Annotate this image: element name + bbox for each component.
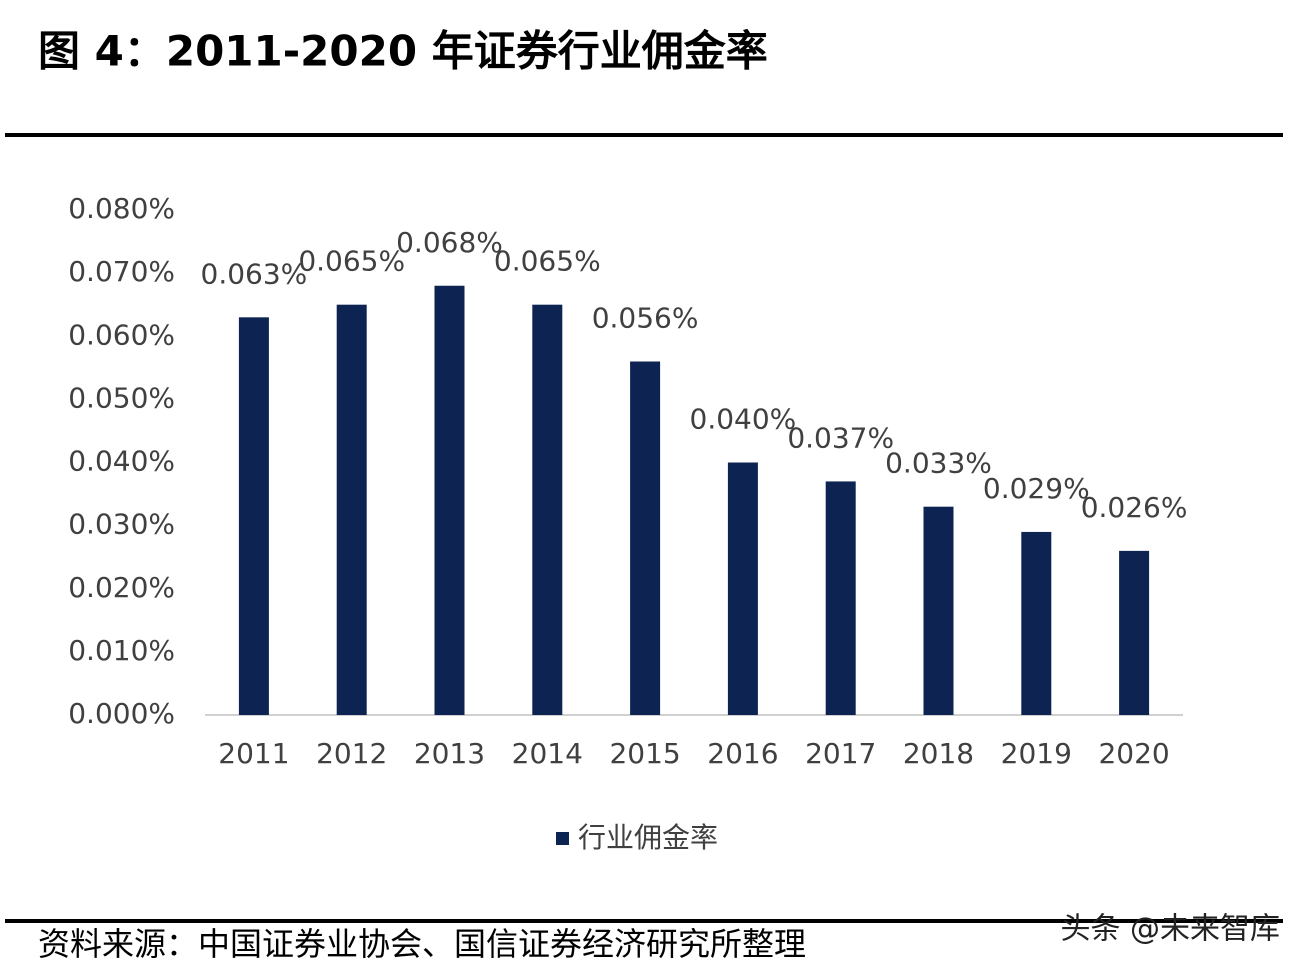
y-tick-label: 0.000% <box>68 697 175 730</box>
value-label: 0.037% <box>787 421 894 454</box>
x-tick-label: 2017 <box>805 737 876 770</box>
value-label: 0.065% <box>494 245 601 278</box>
bar <box>1119 550 1150 715</box>
value-label: 0.056% <box>592 302 699 335</box>
y-tick-label: 0.050% <box>68 381 175 414</box>
y-tick-label: 0.070% <box>68 255 175 288</box>
value-label: 0.026% <box>1081 491 1188 524</box>
y-tick-label: 0.030% <box>68 508 175 541</box>
y-tick-label: 0.040% <box>68 445 175 478</box>
bar <box>532 304 563 715</box>
legend-swatch <box>556 832 569 845</box>
y-tick-label: 0.080% <box>68 192 175 225</box>
bar <box>825 481 856 715</box>
x-tick-label: 2016 <box>707 737 778 770</box>
value-label: 0.033% <box>885 447 992 480</box>
value-label: 0.029% <box>983 472 1090 505</box>
bar <box>630 361 661 715</box>
y-tick-label: 0.060% <box>68 318 175 351</box>
legend-label: 行业佣金率 <box>578 821 718 854</box>
y-tick-label: 0.020% <box>68 571 175 604</box>
x-tick-label: 2011 <box>218 737 289 770</box>
bar <box>434 285 465 715</box>
x-tick-label: 2013 <box>414 737 485 770</box>
x-tick-label: 2020 <box>1098 737 1169 770</box>
bar <box>1021 531 1052 715</box>
x-tick-label: 2018 <box>903 737 974 770</box>
x-tick-label: 2015 <box>609 737 680 770</box>
source: 资料来源：中国证券业协会、国信证券经济研究所整理 <box>38 925 806 963</box>
value-label: 0.063% <box>201 257 308 290</box>
value-label: 0.068% <box>396 226 503 259</box>
value-label: 0.040% <box>690 403 797 436</box>
x-tick-label: 2019 <box>1001 737 1072 770</box>
bar <box>727 462 758 715</box>
bar <box>238 317 269 715</box>
x-tick-label: 2014 <box>512 737 583 770</box>
x-tick-label: 2012 <box>316 737 387 770</box>
watermark: 头条 @未来智库 <box>1060 912 1280 947</box>
bar <box>923 506 954 715</box>
y-tick-label: 0.010% <box>68 634 175 667</box>
bar <box>336 304 367 715</box>
value-label: 0.065% <box>298 245 405 278</box>
chart-title: 图 4：2011-2020 年证券行业佣金率 <box>38 27 768 76</box>
